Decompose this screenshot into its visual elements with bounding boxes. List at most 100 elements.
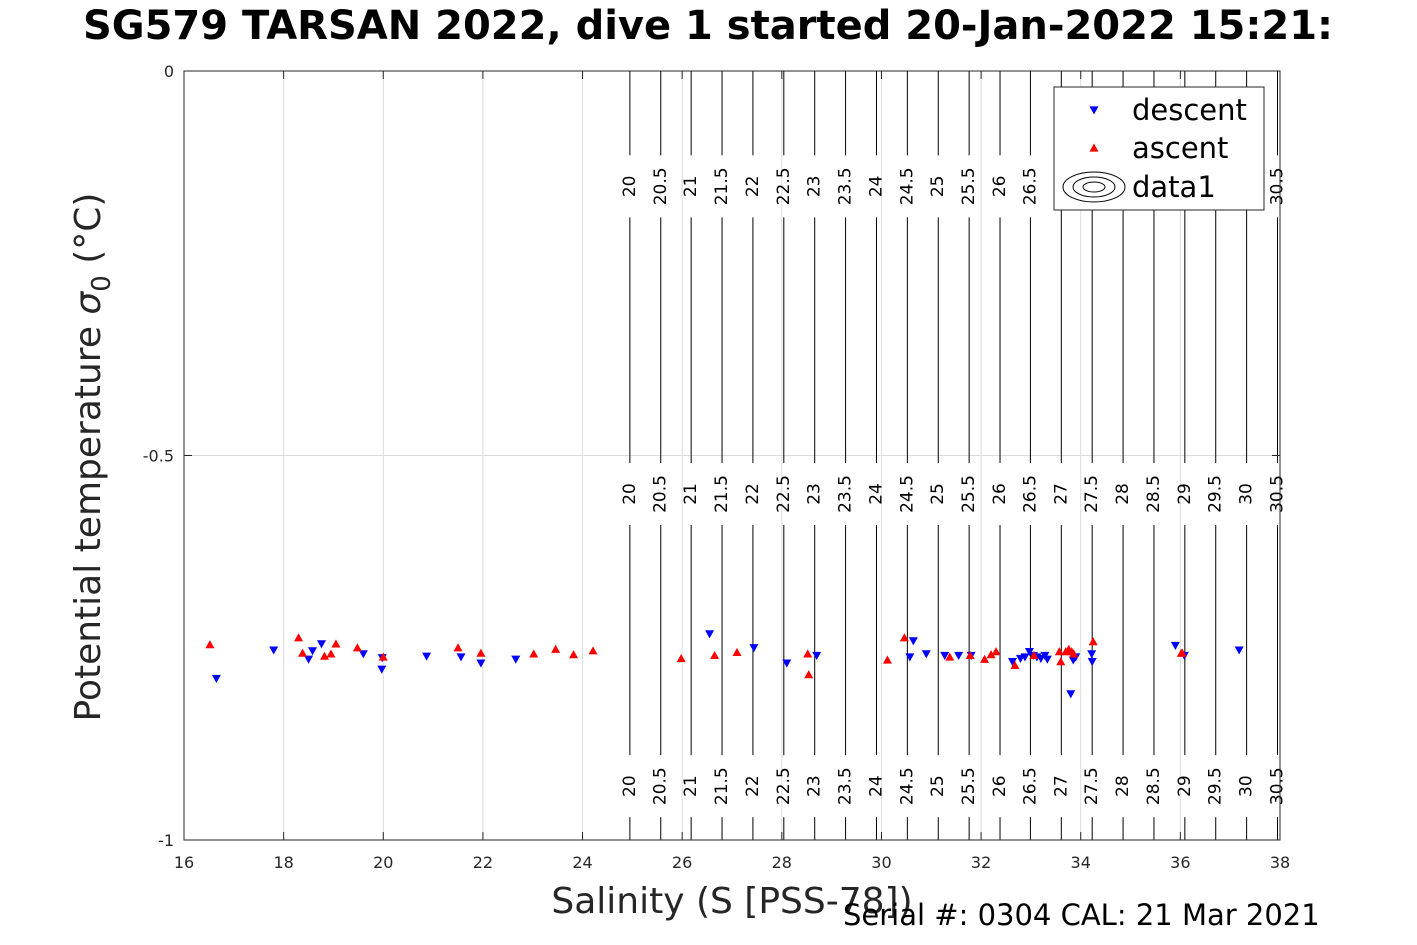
contour-label: 26 xyxy=(990,483,1010,505)
y-axis-label-units: (°C) xyxy=(68,193,109,276)
contour-label: 24 xyxy=(866,176,886,198)
contour-label: 25.5 xyxy=(959,167,979,205)
x-tick-label: 20 xyxy=(373,853,393,872)
y-axis-label-subscript: 0 xyxy=(87,275,117,292)
ascent-point xyxy=(326,649,336,658)
ascent-point xyxy=(991,647,1001,656)
ascent-point xyxy=(551,644,561,653)
legend-marker-ascent xyxy=(1089,143,1099,152)
x-tick-label: 18 xyxy=(273,853,293,872)
descent-point xyxy=(1087,657,1097,667)
descent-point xyxy=(908,637,918,646)
legend-box xyxy=(1053,86,1265,211)
y-axis-label-text: Potential temperature xyxy=(68,315,109,722)
contour-label: 24.5 xyxy=(897,767,917,805)
axis-ticks: 16 18 20 22 24 26 28 30 32 34 36 38 -1 -0.5 0 xyxy=(143,62,1290,872)
contour-label: 25.5 xyxy=(959,475,979,513)
contour-label: 25 xyxy=(928,775,948,797)
descent-point xyxy=(456,653,466,662)
contour-label: 21 xyxy=(681,176,701,198)
contour-label: 26 xyxy=(990,775,1010,797)
descent-point xyxy=(211,674,221,684)
contour-label: 27 xyxy=(1051,483,1071,505)
contour-label: 23.5 xyxy=(836,167,856,205)
descent-point xyxy=(954,651,964,660)
contour-label: 30.5 xyxy=(1268,475,1288,513)
contour-label: 21 xyxy=(681,775,701,797)
contour-label: 29 xyxy=(1175,483,1195,505)
legend-label-contour: data1 xyxy=(1132,170,1216,204)
contour-label: 30 xyxy=(1237,775,1257,797)
legend-contour-ring-0 xyxy=(1062,171,1126,203)
ascent-point xyxy=(378,652,388,661)
legend-contour-ring-2 xyxy=(1082,181,1106,193)
contour-label: 24 xyxy=(866,483,886,505)
x-tick-label: 26 xyxy=(672,853,692,872)
x-axis-label: Salinity (S [PSS-78]) xyxy=(551,881,912,922)
contour-label: 21.5 xyxy=(712,767,732,805)
descent-point xyxy=(782,659,792,668)
contour-label: 25.5 xyxy=(959,767,979,805)
contour-label: 29 xyxy=(1175,775,1195,797)
contour-label: 26.5 xyxy=(1020,475,1040,513)
ascent-point xyxy=(732,647,742,656)
contour-label: 21.5 xyxy=(712,475,732,513)
contour-label: 24.5 xyxy=(897,475,917,513)
descent-point xyxy=(940,651,950,660)
plot-title: SG579 TARSAN 2022, dive 1 started 20-Jan… xyxy=(82,3,1334,49)
y-axis-label: Potential temperature σ0 (°C) xyxy=(68,193,117,722)
ascent-point xyxy=(965,650,975,660)
descent-point xyxy=(308,647,318,656)
contour-label: 28.5 xyxy=(1144,767,1164,805)
contour-label: 22 xyxy=(743,775,763,797)
legend-label-descent: descent xyxy=(1132,93,1247,127)
descent-point xyxy=(921,650,931,659)
contour-label: 27.5 xyxy=(1082,767,1102,805)
contour-label: 20.5 xyxy=(651,475,671,513)
contour-label: 29.5 xyxy=(1206,475,1226,513)
contour-label: 23 xyxy=(805,483,825,505)
descent-point xyxy=(1042,655,1052,664)
contour-label: 23 xyxy=(805,176,825,198)
ascent-point xyxy=(529,649,539,658)
data-points xyxy=(205,630,1244,699)
ascent-point xyxy=(986,650,996,659)
contour-label: 20 xyxy=(620,176,640,198)
contour-label: 28 xyxy=(1113,775,1133,797)
ascent-point xyxy=(1010,660,1020,670)
contour-label: 21.5 xyxy=(712,167,732,205)
x-tick-label: 24 xyxy=(572,853,592,872)
ascent-point xyxy=(453,643,463,652)
ascent-point xyxy=(331,639,341,648)
ascent-point xyxy=(804,670,814,679)
descent-point xyxy=(358,650,368,659)
y-axis-label-symbol: σ xyxy=(68,291,109,315)
ascent-point xyxy=(588,646,598,655)
y-tick-label: -1 xyxy=(158,831,174,850)
legend-marker-contour-icon xyxy=(1062,171,1126,203)
descent-point xyxy=(511,655,521,664)
ascent-point xyxy=(569,650,579,659)
contour-label: 20 xyxy=(620,483,640,505)
contour-label: 29.5 xyxy=(1206,767,1226,805)
descent-point xyxy=(304,655,314,664)
y-tick-label: 0 xyxy=(164,62,174,81)
descent-point xyxy=(377,665,387,674)
legend-marker-descent xyxy=(1089,106,1099,115)
ascent-point xyxy=(945,652,955,661)
contour-label: 30.5 xyxy=(1268,767,1288,805)
contour-label: 28.5 xyxy=(1144,475,1164,513)
descent-point xyxy=(749,644,759,653)
contour-label: 26.5 xyxy=(1020,167,1040,205)
ascent-point xyxy=(476,648,486,657)
contour-label: 27 xyxy=(1051,775,1071,797)
x-tick-label: 28 xyxy=(772,853,792,872)
contour-label: 20.5 xyxy=(651,767,671,805)
contour-label: 22 xyxy=(743,176,763,198)
ascent-point xyxy=(1056,657,1066,666)
x-tick-label: 22 xyxy=(473,853,493,872)
descent-point xyxy=(905,653,915,662)
contour-label: 28 xyxy=(1113,483,1133,505)
x-tick-label: 34 xyxy=(1071,853,1091,872)
